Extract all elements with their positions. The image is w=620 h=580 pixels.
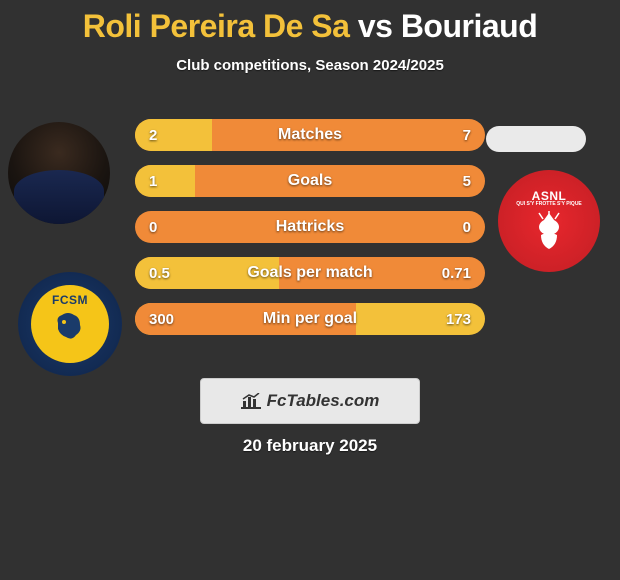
watermark: FcTables.com xyxy=(200,378,420,424)
stat-row: Matches2 7 xyxy=(135,119,485,151)
stat-label: Matches xyxy=(135,119,485,151)
stat-value-right: 0.71 xyxy=(442,257,471,289)
stat-label: Goals xyxy=(135,165,485,197)
player2-avatar-placeholder xyxy=(486,126,586,152)
stat-value-left: 0.5 xyxy=(149,257,170,289)
stat-label: Goals per match xyxy=(135,257,485,289)
club-badge-inner: FCSM xyxy=(31,285,109,363)
lion-icon xyxy=(50,307,90,347)
stat-row: Goals1 5 xyxy=(135,165,485,197)
stat-row: Min per goal300 173 xyxy=(135,303,485,335)
thistle-icon xyxy=(527,209,571,253)
stat-value-left: 2 xyxy=(149,119,157,151)
club-right-motto: QUI S'Y FROTTE S'Y PIQUE xyxy=(516,201,582,207)
player2-club-badge: ASNL QUI S'Y FROTTE S'Y PIQUE xyxy=(498,170,600,272)
stat-value-right: 7 xyxy=(463,119,471,151)
stat-row: Hattricks0 0 xyxy=(135,211,485,243)
stat-value-right: 0 xyxy=(463,211,471,243)
vs-text: vs xyxy=(349,8,400,44)
stat-label: Hattricks xyxy=(135,211,485,243)
stat-value-left: 1 xyxy=(149,165,157,197)
stats-container: Matches2 7 Goals1 5 Hattricks0 0 Goals per mat… xyxy=(135,119,485,349)
stat-value-right: 173 xyxy=(446,303,471,335)
subtitle: Club competitions, Season 2024/2025 xyxy=(0,57,620,74)
stat-value-left: 0 xyxy=(149,211,157,243)
footer-date: 20 february 2025 xyxy=(0,436,620,456)
player2-name: Bouriaud xyxy=(401,8,537,44)
chart-icon xyxy=(241,393,261,409)
stat-row: Goals per match0.5 0.71 xyxy=(135,257,485,289)
player1-avatar xyxy=(8,122,110,224)
page-title: Roli Pereira De Sa vs Bouriaud xyxy=(0,0,620,45)
club-left-abbrev: FCSM xyxy=(52,293,88,307)
stat-value-left: 300 xyxy=(149,303,174,335)
stat-value-right: 5 xyxy=(463,165,471,197)
stat-label: Min per goal xyxy=(135,303,485,335)
player1-name: Roli Pereira De Sa xyxy=(83,8,350,44)
player1-club-badge: FCSM xyxy=(18,272,122,376)
watermark-text: FcTables.com xyxy=(267,391,380,411)
